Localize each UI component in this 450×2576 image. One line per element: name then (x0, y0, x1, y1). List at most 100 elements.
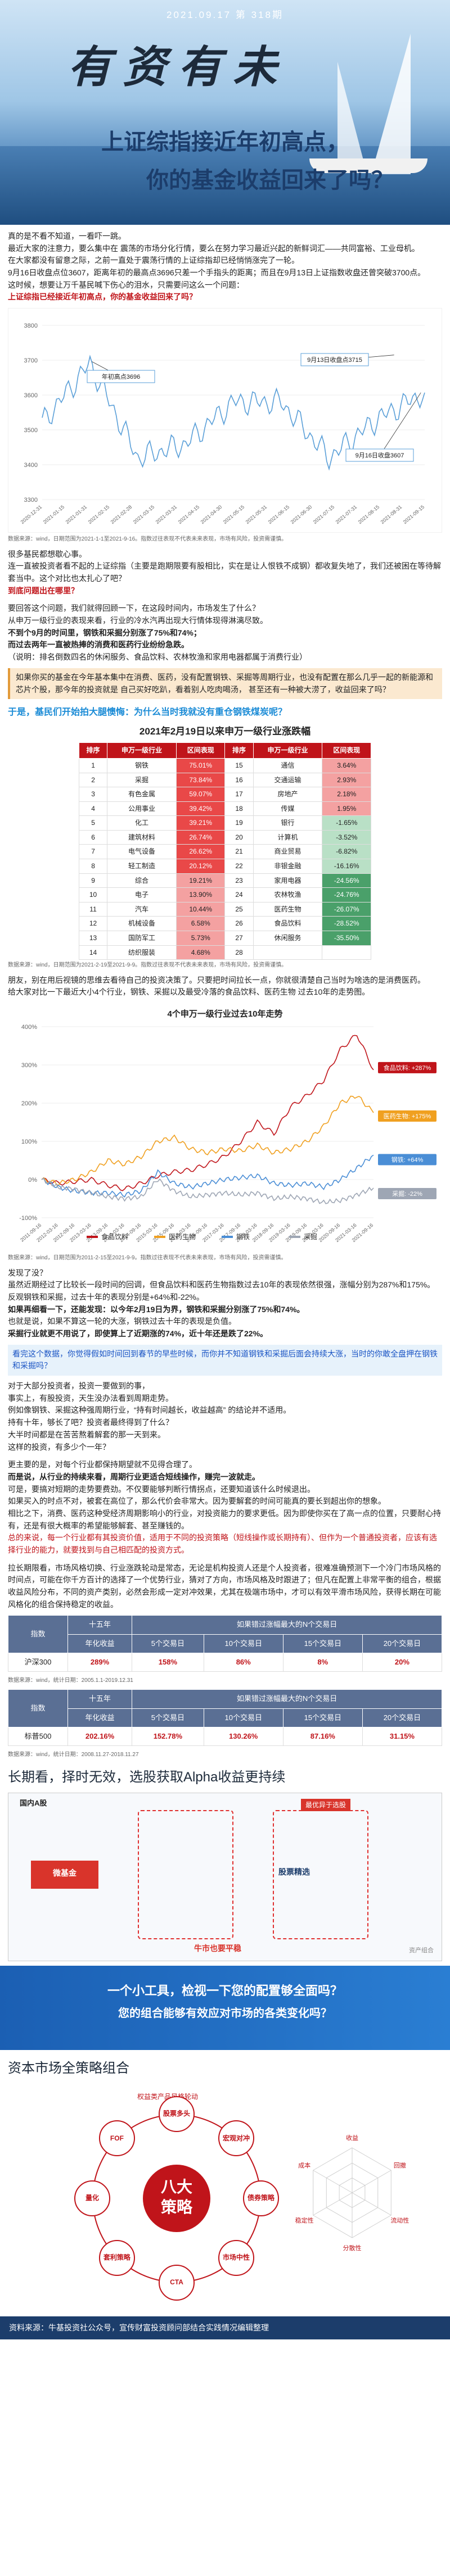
radar-axis (313, 2170, 353, 2193)
annotation-label: 9月13日收盘点3715 (307, 356, 362, 364)
table-cell: -16.16% (322, 859, 371, 874)
para-line: 拉长期限看，市场风格切换、行业涨跌轮动是常态，无论是机构投资人还是个人投资者，很… (8, 1563, 441, 1609)
strategy-item: CTA (159, 2264, 195, 2301)
perf-table-sp500: 指数 十五年 如果错过涨幅最大的N个交易日 年化收益 5个交易日 10个交易日 … (7, 1689, 443, 1746)
table-cell: 6.58% (176, 916, 226, 932)
table-cell: 75.01% (176, 758, 226, 773)
table-cell: 24 (224, 887, 254, 902)
radar-axis (352, 2192, 392, 2215)
boat-image (309, 158, 428, 173)
annotation-box (87, 370, 155, 383)
headline-line1: 上证综指接近年初高点， (101, 130, 349, 155)
x-tick-label: 2021-06-15 (267, 504, 291, 525)
series-line (41, 1095, 374, 1187)
series-line (41, 1154, 374, 1198)
sail-image (371, 34, 411, 174)
table-cell: 商业贸易 (253, 844, 323, 860)
th: 十五年 (68, 1689, 133, 1709)
table-row: 5 化工 39.21% 19 银行 -1.65% (78, 815, 371, 831)
alpha-heading: 长期看，择时无效，选股获取Alpha收益更持续 (8, 1770, 286, 1785)
radar-axis (352, 2170, 392, 2193)
td: 202.16% (68, 1726, 133, 1746)
strategy-center-text: 八大 策略 (160, 2178, 192, 2216)
strategy-section: 资本市场全策略组合 权益类产品风格轮动 八大 策略 股票多头 宏观对冲 债券策略 市场… (8, 2058, 442, 2316)
table-cell: 27 (224, 931, 254, 946)
strategy-item: 债券策略 (243, 2180, 279, 2216)
annotation-leader (379, 392, 421, 456)
table-cell: -26.07% (322, 901, 371, 917)
table-row: 2 采掘 73.84% 16 交通运输 2.93% (78, 772, 371, 788)
series-line (41, 1035, 374, 1191)
series-end-label: 采掘: -22% (392, 1190, 422, 1198)
table-cell: 10.44% (176, 901, 226, 917)
intro-line: 这时候，想要让万千基民喊下伤心的泪水，只需要问这么一个问题： (8, 280, 244, 289)
table-cell: 10 (78, 887, 108, 902)
td: 标普500 (7, 1726, 69, 1746)
series-end-label: 医药生物: +175% (384, 1112, 431, 1120)
chart-title: 4个申万一级行业过去10年走势 (167, 1009, 282, 1019)
series-end-label-bg (378, 1110, 436, 1122)
td: 158% (132, 1652, 204, 1672)
table-cell: 传媒 (253, 801, 323, 817)
para-line: 大半时间都是在苦苦熬着解套的那一天到来。 (8, 1430, 165, 1439)
th: 5个交易日 (132, 1634, 204, 1653)
issue-date: 2021.09.17 第 318期 (166, 10, 284, 20)
td: 86% (203, 1652, 284, 1672)
td: 沪深300 (7, 1652, 69, 1672)
table-cell: 电气设备 (107, 844, 177, 860)
x-tick-label: 2021-07-15 (312, 504, 336, 525)
y-tick-label: 3800 (24, 323, 38, 329)
series-line (41, 1177, 374, 1204)
intro-line: 在大家都没有留意之际，之前一直处于震荡行情的上证综指却已经悄悄涨完了一轮。 (8, 256, 299, 265)
table-header-cell: 申万一级行业 (107, 742, 177, 759)
table-cell: 汽车 (107, 901, 177, 917)
annotation-box (345, 448, 414, 462)
annotation-label: 9月16日收盘3607 (356, 451, 404, 459)
table-cell: 化工 (107, 815, 177, 831)
table-cell: 建筑材料 (107, 829, 177, 845)
para-line: 而过去两年一直被热捧的消费和医药行业纷纷急跌。 (8, 640, 189, 650)
para-line: 从申万一级行业的表现来看，行业的冷水汽再出现大行情体现得淋漓尽致。 (8, 616, 268, 625)
th: 15个交易日 (282, 1708, 363, 1727)
strategy-item: 宏观对冲 (218, 2120, 255, 2157)
table-cell: 交通运输 (253, 772, 323, 788)
td: 130.26% (203, 1726, 284, 1746)
alpha-right-label: 股票精选 (278, 1867, 310, 1876)
td: 20% (362, 1652, 443, 1672)
table-cell: 钢铁 (107, 758, 177, 773)
para-line: 例如像钢铁、采掘这种强周期行业，“持有时间越长，收益越高” 的结论并不适用。 (8, 1405, 291, 1415)
table-row: 8 轻工制造 20.12% 22 非银金融 -16.16% (78, 859, 371, 874)
th: 如果错过涨幅最大的N个交易日 (132, 1689, 442, 1709)
table-cell: -24.56% (322, 873, 371, 888)
table-cell: 休闲服务 (253, 931, 323, 946)
intro-line: 最近大家的注意力，要么集中在 震荡的市场分化行情，要么在努力学习最近兴起的新鲜词… (8, 243, 420, 253)
alpha-mid-label: 微基金 (31, 1860, 98, 1889)
strategy-item: 套利策略 (98, 2239, 135, 2276)
para-line: 而是说，从行业的持续来看，周期行业更适合短线操作，赚完一波就走。 (8, 1472, 260, 1481)
table-cell: 有色金属 (107, 787, 177, 802)
table-header-cell: 排序 (224, 742, 254, 759)
table-cell: 26 (224, 916, 254, 932)
td: 289% (68, 1652, 133, 1672)
table-cell: 5 (78, 815, 108, 831)
footer-note: 资料来源：牛基投资社公众号，宣传财富投资顾问部结合实践情况编辑整理 (0, 2316, 450, 2340)
alpha-bottom: 牛市也要平稳 (194, 1943, 241, 1953)
table-title: 2021年2月19日以来申万一级行业涨跌幅 (139, 725, 311, 737)
table-cell: 轻工制造 (107, 859, 177, 874)
strategy-center: 八大 策略 (143, 2164, 210, 2232)
table-cell: 3 (78, 787, 108, 802)
alpha-diagram: 国内A股 微基金 最优异于选股 股票精选 牛市也要平稳 资产组合 (8, 1792, 442, 1961)
th: 指数 (7, 1615, 69, 1653)
brand-logo: 有资有未 (68, 42, 289, 93)
table-cell: 医药生物 (253, 901, 323, 917)
legend-label: 采掘 (304, 1232, 317, 1241)
alpha-col-1 (138, 1809, 233, 1939)
x-tick-label: 2021-03-31 (155, 504, 178, 525)
table-cell: 19 (224, 815, 254, 831)
callout-box: 如果你买的基金在今年基本集中在消费、医药，没有配置钢铁、采掘等周期行业，也没有配… (8, 668, 442, 700)
table-cell: 22 (224, 859, 254, 874)
table-cell: 12 (78, 916, 108, 932)
legend-label: 钢铁 (236, 1233, 250, 1241)
th: 年化收益 (68, 1708, 133, 1727)
